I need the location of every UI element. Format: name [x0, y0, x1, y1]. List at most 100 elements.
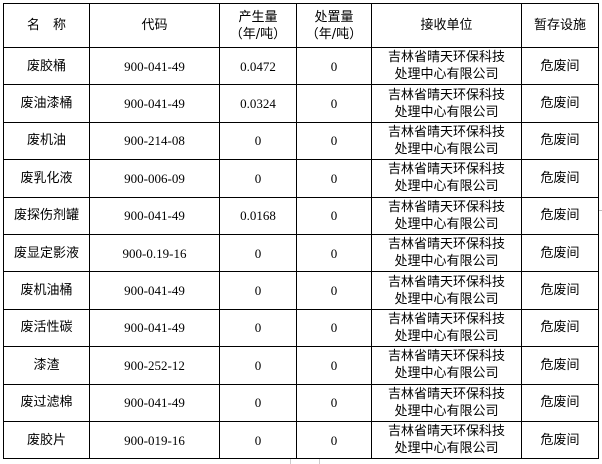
receiver-line: 吉林省晴天环保科技: [387, 50, 505, 66]
header-disposed-line2: （年/吨）: [305, 26, 363, 42]
receiver-line: 吉林省晴天环保科技: [387, 124, 505, 140]
table-row: 废机油 900-214-08 0 0 吉林省晴天环保科技 处理中心有限公司 危废间: [3, 121, 599, 161]
cell-name: 废机油桶: [3, 271, 90, 310]
cell-name: 废机油: [3, 121, 90, 161]
cell-produced: 0.0472: [219, 46, 297, 86]
receiver-line: 处理中心有限公司: [394, 254, 499, 270]
cell-storage: 危废间: [521, 196, 599, 235]
cell-code: 900-041-49: [89, 196, 220, 235]
receiver-line: 吉林省晴天环保科技: [387, 162, 505, 178]
cell-name: 废乳化液: [3, 159, 90, 198]
cell-receiver: 吉林省晴天环保科技 处理中心有限公司: [371, 84, 522, 123]
cell-code: 900-041-49: [89, 84, 220, 123]
receiver-line: 处理中心有限公司: [394, 328, 499, 344]
receiver-line: 吉林省晴天环保科技: [387, 274, 505, 290]
cell-receiver: 吉林省晴天环保科技 处理中心有限公司: [371, 308, 522, 348]
header-row: 名 称 代码 产生量 （年/吨） 处置量 （年/吨） 接收单位 暂存设施: [3, 3, 599, 48]
cell-storage: 危废间: [521, 121, 599, 161]
table-row: 废机油桶 900-041-49 0 0 吉林省晴天环保科技 处理中心有限公司 危废间: [3, 271, 599, 310]
cell-storage: 危废间: [521, 420, 599, 460]
cell-disposed: 0: [296, 84, 372, 123]
cell-receiver: 吉林省晴天环保科技 处理中心有限公司: [371, 271, 522, 310]
cell-code: 900-041-49: [89, 271, 220, 310]
cell-disposed: 0: [296, 420, 372, 460]
header-produced: 产生量 （年/吨）: [219, 3, 297, 48]
cell-produced: 0: [219, 346, 297, 385]
header-produced-line1: 产生量: [238, 9, 278, 25]
cell-disposed: 0: [296, 196, 372, 235]
page-edge-tick: [599, 210, 602, 211]
cell-name: 废探伤剂罐: [3, 196, 90, 235]
cell-receiver: 吉林省晴天环保科技 处理中心有限公司: [371, 420, 522, 460]
cell-produced: 0: [219, 420, 297, 460]
cell-storage: 危废间: [521, 84, 599, 123]
cell-storage: 危废间: [521, 233, 599, 273]
table-row: 废乳化液 900-006-09 0 0 吉林省晴天环保科技 处理中心有限公司 危废间: [3, 159, 599, 198]
receiver-line: 处理中心有限公司: [394, 291, 499, 307]
header-disposed-line1: 处置量: [314, 9, 354, 25]
cell-disposed: 0: [296, 233, 372, 273]
cell-receiver: 吉林省晴天环保科技 处理中心有限公司: [371, 233, 522, 273]
page-edge-mark: [290, 459, 320, 464]
cell-disposed: 0: [296, 271, 372, 310]
header-storage: 暂存设施: [521, 3, 599, 48]
cell-produced: 0: [219, 233, 297, 273]
receiver-line: 处理中心有限公司: [394, 366, 499, 382]
receiver-line: 处理中心有限公司: [394, 216, 499, 232]
cell-disposed: 0: [296, 346, 372, 385]
table-row: 废探伤剂罐 900-041-49 0.0168 0 吉林省晴天环保科技 处理中心有限公司危…: [3, 196, 599, 235]
cell-code: 900-0.19-16: [89, 233, 220, 273]
cell-receiver: 吉林省晴天环保科技 处理中心有限公司: [371, 46, 522, 86]
cell-produced: 0: [219, 271, 297, 310]
cell-code: 900-214-08: [89, 121, 220, 161]
cell-produced: 0: [219, 121, 297, 161]
cell-code: 900-019-16: [89, 420, 220, 460]
receiver-line: 吉林省晴天环保科技: [387, 424, 505, 440]
header-disposed: 处置量 （年/吨）: [296, 3, 372, 48]
cell-code: 900-041-49: [89, 46, 220, 86]
cell-code: 900-041-49: [89, 308, 220, 348]
cell-storage: 危废间: [521, 271, 599, 310]
cell-receiver: 吉林省晴天环保科技 处理中心有限公司: [371, 121, 522, 161]
cell-produced: 0: [219, 308, 297, 348]
cell-name: 废活性碳: [3, 308, 90, 348]
receiver-line: 吉林省晴天环保科技: [387, 349, 505, 365]
cell-receiver: 吉林省晴天环保科技 处理中心有限公司: [371, 159, 522, 198]
receiver-line: 处理中心有限公司: [394, 141, 499, 157]
receiver-line: 吉林省晴天环保科技: [387, 311, 505, 327]
table-row: 废油漆桶 900-041-49 0.0324 0 吉林省晴天环保科技 处理中心有限公司 危废…: [3, 84, 599, 123]
table-row: 漆渣 900-252-12 0 0 吉林省晴天环保科技 处理中心有限公司 危废间: [3, 346, 599, 385]
header-receiver: 接收单位: [371, 3, 522, 48]
table-row: 废胶片 900-019-16 0 0 吉林省晴天环保科技 处理中心有限公司 危废间: [3, 420, 599, 460]
cell-name: 废胶桶: [3, 46, 90, 86]
table-row: 废过滤棉 900-041-49 0 0 吉林省晴天环保科技 处理中心有限公司 危废间: [3, 383, 599, 422]
cell-storage: 危废间: [521, 383, 599, 422]
cell-name: 废胶片: [3, 420, 90, 460]
cell-produced: 0: [219, 383, 297, 422]
receiver-line: 吉林省晴天环保科技: [387, 386, 505, 402]
table-row: 废胶桶 900-041-49 0.0472 0 吉林省晴天环保科技 处理中心有限公司 危废间: [3, 46, 599, 86]
receiver-line: 处理中心有限公司: [394, 179, 499, 195]
table-row: 废显定影液 900-0.19-16 0 0 吉林省晴天环保科技 处理中心有限公司 危废间: [3, 233, 599, 273]
cell-code: 900-252-12: [89, 346, 220, 385]
cell-name: 废油漆桶: [3, 84, 90, 123]
receiver-line: 吉林省晴天环保科技: [387, 199, 505, 215]
receiver-line: 处理中心有限公司: [394, 403, 499, 419]
cell-storage: 危废间: [521, 346, 599, 385]
cell-disposed: 0: [296, 159, 372, 198]
cell-name: 废显定影液: [3, 233, 90, 273]
cell-storage: 危废间: [521, 308, 599, 348]
cell-disposed: 0: [296, 46, 372, 86]
receiver-line: 吉林省晴天环保科技: [387, 87, 505, 103]
receiver-line: 吉林省晴天环保科技: [387, 237, 505, 253]
receiver-line: 处理中心有限公司: [394, 67, 499, 83]
cell-produced: 0.0324: [219, 84, 297, 123]
cell-code: 900-006-09: [89, 159, 220, 198]
cell-receiver: 吉林省晴天环保科技 处理中心有限公司: [371, 196, 522, 235]
header-produced-line2: （年/吨）: [229, 26, 287, 42]
cell-storage: 危废间: [521, 46, 599, 86]
receiver-line: 处理中心有限公司: [394, 441, 499, 457]
cell-produced: 0.0168: [219, 196, 297, 235]
cell-receiver: 吉林省晴天环保科技 处理中心有限公司: [371, 346, 522, 385]
header-code: 代码: [89, 3, 220, 48]
